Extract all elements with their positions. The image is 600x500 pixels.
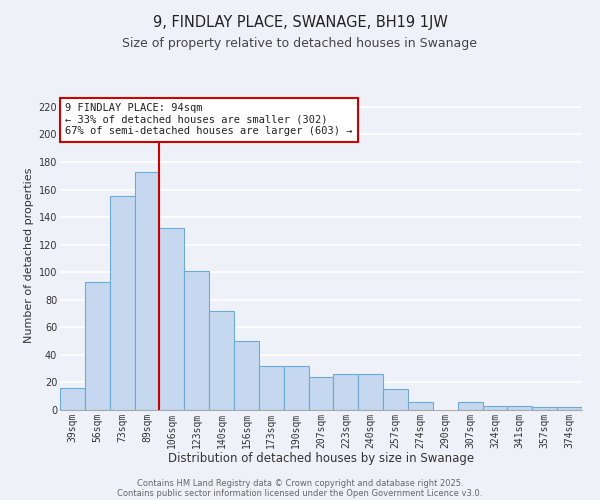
Bar: [284, 366, 308, 410]
Bar: [532, 407, 557, 410]
Bar: [184, 271, 209, 410]
Bar: [110, 196, 134, 410]
Bar: [209, 311, 234, 410]
Bar: [482, 406, 508, 410]
Bar: [557, 407, 582, 410]
Bar: [259, 366, 284, 410]
Bar: [383, 390, 408, 410]
Bar: [308, 377, 334, 410]
Bar: [408, 402, 433, 410]
Bar: [60, 388, 85, 410]
Y-axis label: Number of detached properties: Number of detached properties: [25, 168, 34, 342]
Bar: [160, 228, 184, 410]
Text: Contains HM Land Registry data © Crown copyright and database right 2025.: Contains HM Land Registry data © Crown c…: [137, 478, 463, 488]
X-axis label: Distribution of detached houses by size in Swanage: Distribution of detached houses by size …: [168, 452, 474, 465]
Bar: [358, 374, 383, 410]
Text: 9, FINDLAY PLACE, SWANAGE, BH19 1JW: 9, FINDLAY PLACE, SWANAGE, BH19 1JW: [152, 15, 448, 30]
Bar: [334, 374, 358, 410]
Text: Size of property relative to detached houses in Swanage: Size of property relative to detached ho…: [122, 38, 478, 51]
Bar: [458, 402, 482, 410]
Bar: [85, 282, 110, 410]
Bar: [234, 341, 259, 410]
Bar: [134, 172, 160, 410]
Text: Contains public sector information licensed under the Open Government Licence v3: Contains public sector information licen…: [118, 488, 482, 498]
Bar: [508, 406, 532, 410]
Text: 9 FINDLAY PLACE: 94sqm
← 33% of detached houses are smaller (302)
67% of semi-de: 9 FINDLAY PLACE: 94sqm ← 33% of detached…: [65, 103, 353, 136]
